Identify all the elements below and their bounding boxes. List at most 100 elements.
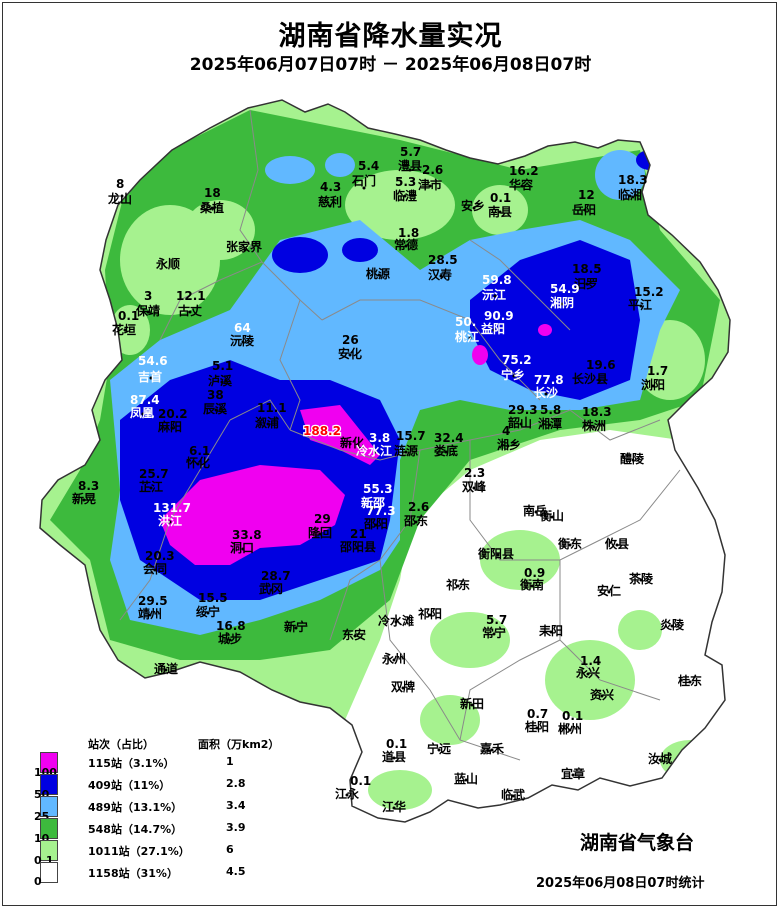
place-name: 沅江	[482, 287, 506, 302]
rain-value: 131.7	[153, 501, 191, 515]
fill-01-patch	[345, 170, 455, 240]
place-name: 会同	[143, 561, 167, 576]
rain-value: 25.7	[139, 467, 169, 481]
rain-value: 2.3	[464, 466, 485, 480]
legend-row: 10 1011站（27.1%） 6	[34, 832, 314, 862]
place-name: 临武	[501, 787, 525, 802]
place-name: 东安	[342, 627, 366, 642]
rain-value: 0.1	[350, 774, 371, 788]
rain-value: 0.1	[386, 737, 407, 751]
legend-row: 100 409站（11%） 2.8	[34, 766, 314, 796]
fill-50-100	[470, 240, 640, 400]
place-name: 冷水江	[356, 443, 392, 458]
rain-value: 54.6	[138, 354, 168, 368]
rain-value: 38	[207, 388, 224, 402]
rain-value: 4.3	[320, 180, 341, 194]
map-title: 湖南省降水量实况	[278, 21, 503, 52]
place-name: 江华	[382, 799, 406, 814]
place-name: 益阳	[481, 321, 505, 336]
legend-area: 2.8	[226, 777, 246, 790]
rain-value: 5.3	[395, 175, 416, 189]
rain-value: 15.2	[634, 285, 664, 299]
rain-value: 26	[342, 333, 359, 347]
rain-value: 55.3	[363, 482, 393, 496]
rain-value: 0.1	[490, 191, 511, 205]
legend-header-stations: 站次（占比）	[88, 738, 154, 751]
rain-value: 18.5	[572, 262, 602, 276]
rain-value: 5.7	[486, 613, 507, 627]
rainfall-value-labels: 8 18 5.4 5.7 4.3 5.3 2.6 16.2 0.1 12 18.…	[78, 145, 668, 788]
place-name: 双峰	[462, 479, 487, 494]
fill-ge100	[538, 324, 552, 336]
place-name: 芷江	[139, 479, 163, 494]
legend-header-area: 面积（万km2）	[198, 738, 280, 751]
place-name: 沅陵	[230, 333, 255, 348]
legend-row: 115站（3.1%） 1	[34, 752, 314, 774]
rain-value: 16.8	[216, 619, 246, 633]
rain-value: 0.1	[118, 309, 139, 323]
place-name: 宁远	[427, 741, 451, 756]
rain-value: 0.1	[562, 709, 583, 723]
legend-area: 3.9	[226, 821, 246, 834]
place-name: 江永	[335, 786, 359, 801]
place-name: 慈利	[318, 194, 342, 209]
place-name: 隆回	[308, 525, 332, 540]
fill-01-patch	[545, 640, 635, 720]
place-name: 永州	[381, 651, 406, 666]
place-name: 长沙县	[572, 371, 608, 386]
rain-value: 3	[144, 289, 152, 303]
legend-stations: 489站（13.1%）	[88, 801, 183, 814]
rain-value: 87.4	[130, 393, 160, 407]
legend-area: 1	[226, 755, 234, 768]
place-name: 衡东	[558, 536, 582, 551]
legend-row: 0.1 1158站（31%） 4.5 0	[34, 854, 314, 888]
rain-value: 29.3	[508, 403, 538, 417]
place-name: 城步	[218, 631, 242, 646]
legend: 站次（占比） 面积（万km2） 115站（3.1%） 1 100 409站（11…	[34, 736, 314, 888]
fill-01-patch	[368, 770, 432, 810]
province-border	[39, 99, 731, 823]
place-name: 凤凰	[130, 406, 154, 420]
legend-stations: 115站（3.1%）	[88, 757, 175, 770]
fill-ge100	[160, 465, 345, 565]
legend-swatch	[40, 796, 58, 817]
rain-value: 21	[350, 527, 367, 541]
place-name: 南岳	[523, 503, 547, 518]
rain-value: 15.5	[198, 591, 228, 605]
place-name: 泸溪	[208, 373, 233, 388]
rain-value: 12.1	[176, 289, 206, 303]
rain-value: 18	[204, 186, 221, 200]
prefecture-boundaries	[119, 109, 681, 761]
place-name: 衡山	[540, 508, 564, 523]
rain-value: 5.8	[540, 403, 561, 417]
place-name: 洞口	[230, 541, 254, 555]
place-name: 桃源	[366, 266, 390, 281]
rain-value: 0.7	[527, 707, 548, 721]
rain-value: 11.1	[257, 401, 287, 415]
fill-01-patch	[430, 612, 510, 668]
rain-value: 8	[116, 177, 124, 191]
rain-value: 20.3	[145, 549, 175, 563]
place-name: 新宁	[284, 619, 308, 634]
rain-value: 16.2	[509, 164, 539, 178]
legend-threshold: 0	[34, 875, 42, 888]
place-name: 永兴	[575, 665, 600, 680]
place-name: 宁乡	[501, 367, 525, 382]
legend-area: 6	[226, 843, 234, 856]
rain-value: 59.8	[482, 273, 512, 287]
place-name: 耒阳	[539, 623, 563, 638]
place-name: 花垣	[112, 322, 136, 337]
legend-area: 3.4	[226, 799, 246, 812]
place-name: 道县	[382, 749, 406, 764]
legend-stations: 409站（11%）	[88, 779, 171, 792]
rain-value: 1.4	[580, 654, 601, 668]
place-name: 衡南	[520, 577, 544, 592]
place-name: 临湘	[618, 187, 642, 202]
rain-value: 28.5	[428, 253, 458, 267]
place-name: 邵东	[403, 513, 428, 528]
rain-value: 50.	[455, 315, 476, 329]
place-name: 靖州	[138, 606, 162, 621]
rain-value: 32.4	[434, 431, 464, 445]
legend-swatch	[40, 862, 58, 883]
place-name: 双牌	[391, 679, 415, 694]
